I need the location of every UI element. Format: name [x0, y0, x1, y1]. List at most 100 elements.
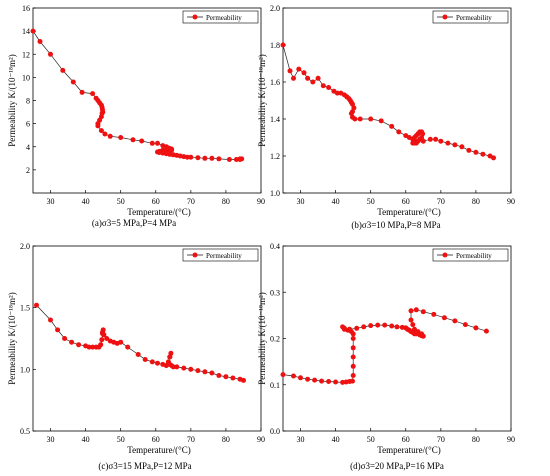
y-tick-label: 2.0 [270, 4, 280, 13]
data-point [181, 365, 187, 371]
data-point [184, 154, 190, 160]
x-tick-label: 70 [437, 435, 445, 444]
x-tick-label: 80 [222, 197, 230, 206]
data-point [354, 325, 360, 331]
data-point [107, 133, 113, 139]
data-point [226, 157, 232, 162]
legend-marker [192, 252, 198, 258]
data-point [48, 317, 53, 323]
data-point [202, 155, 208, 161]
y-tick-label: 0.2 [270, 335, 280, 344]
y-tick-label: 16 [22, 4, 30, 13]
data-point [350, 354, 356, 360]
data-point [167, 354, 173, 360]
data-point [188, 366, 194, 372]
data-point [60, 67, 66, 73]
data-point [312, 377, 318, 383]
data-point [90, 344, 96, 350]
data-point [174, 364, 180, 370]
panel-caption: (c)σ3=15 MPa,P=12 MPa [98, 461, 191, 471]
x-tick-label: 30 [297, 197, 305, 206]
data-point [301, 70, 307, 76]
data-point [216, 373, 222, 378]
data-point [298, 375, 303, 381]
legend-box [432, 10, 509, 24]
legend-marker [442, 252, 448, 258]
x-tick-label: 50 [367, 197, 375, 206]
panel-caption: (d)σ3=20 MPa,P=16 MPa [350, 461, 444, 471]
chart-panel-4: 30 40 50 60 70 80 90 0.0 0.1 0.2 0.3 0.4 Temperature… [257, 242, 515, 471]
data-point [99, 337, 105, 343]
x-tick-label: 60 [402, 197, 410, 206]
data-point [237, 156, 243, 162]
data-point [223, 374, 229, 380]
chart-panel-2: 30 40 50 60 70 80 90 1.0 1.2 1.4 1.6 1.8 2.0 Temperat… [257, 4, 515, 230]
data-point [135, 352, 141, 357]
data-point [163, 147, 169, 153]
data-point [427, 136, 433, 142]
data-point [195, 155, 201, 161]
legend-label: Permeability [456, 252, 492, 260]
x-tick-label: 50 [367, 435, 375, 444]
legend-label: Permeability [206, 14, 242, 22]
data-point [410, 322, 416, 328]
x-tick-label: 70 [187, 197, 195, 206]
data-point [149, 140, 155, 146]
data-point [419, 331, 425, 337]
data-point [118, 339, 124, 345]
x-tick-label: 80 [222, 435, 230, 444]
x-tick-label: 90 [507, 435, 515, 444]
data-point [341, 325, 347, 331]
data-point [491, 155, 496, 161]
data-point [433, 136, 439, 142]
data-point [118, 135, 124, 140]
data-point [452, 318, 458, 324]
series-line [32, 30, 242, 160]
data-point [102, 131, 108, 137]
x-tick-label: 30 [297, 435, 305, 444]
data-point [305, 376, 311, 382]
data-point [413, 138, 419, 144]
legend-label: Permeability [206, 252, 242, 260]
data-point [412, 326, 417, 332]
x-tick-label: 70 [437, 197, 445, 206]
y-tick-label: 1.0 [20, 365, 30, 374]
data-point [125, 344, 131, 350]
data-point [396, 129, 402, 135]
chart-panel-3: 30 40 50 60 70 80 90 0.5 1.0 1.5 2.0 Temperature/(°… [7, 242, 265, 471]
data-point [202, 369, 208, 375]
data-point [483, 328, 489, 334]
panel-caption: (b)σ3=10 MPa,P=8 MPa [351, 220, 440, 230]
y-tick-label: 0.3 [270, 288, 280, 297]
x-tick-label: 90 [257, 435, 265, 444]
data-point [90, 91, 96, 97]
data-point [188, 154, 194, 160]
x-axis-label: Temperature/(°C) [377, 207, 440, 217]
y-tick-label: 12 [22, 50, 30, 59]
data-point [473, 325, 479, 331]
series-line [282, 44, 494, 159]
y-tick-label: 8 [26, 97, 30, 106]
y-axis-label: Permeability K/(10⁻¹⁸m²) [257, 54, 267, 147]
x-tick-label: 80 [472, 197, 480, 206]
data-point [86, 344, 92, 350]
x-tick-label: 90 [507, 197, 515, 206]
x-tick-label: 40 [82, 435, 90, 444]
data-point [326, 379, 332, 384]
legend-label: Permeability [456, 14, 492, 22]
x-tick-label: 60 [152, 197, 160, 206]
data-point [69, 339, 75, 345]
data-point [334, 90, 340, 96]
data-point [310, 79, 316, 85]
data-point [319, 378, 325, 384]
data-point [142, 357, 148, 362]
x-tick-label: 90 [257, 197, 265, 206]
data-point [170, 364, 176, 370]
data-point [445, 140, 451, 146]
data-point [70, 79, 76, 85]
data-point [30, 28, 36, 34]
y-tick-label: 1.5 [20, 304, 30, 313]
x-tick-label: 50 [117, 435, 125, 444]
y-tick-label: 1.6 [270, 78, 280, 87]
data-point [296, 66, 302, 72]
